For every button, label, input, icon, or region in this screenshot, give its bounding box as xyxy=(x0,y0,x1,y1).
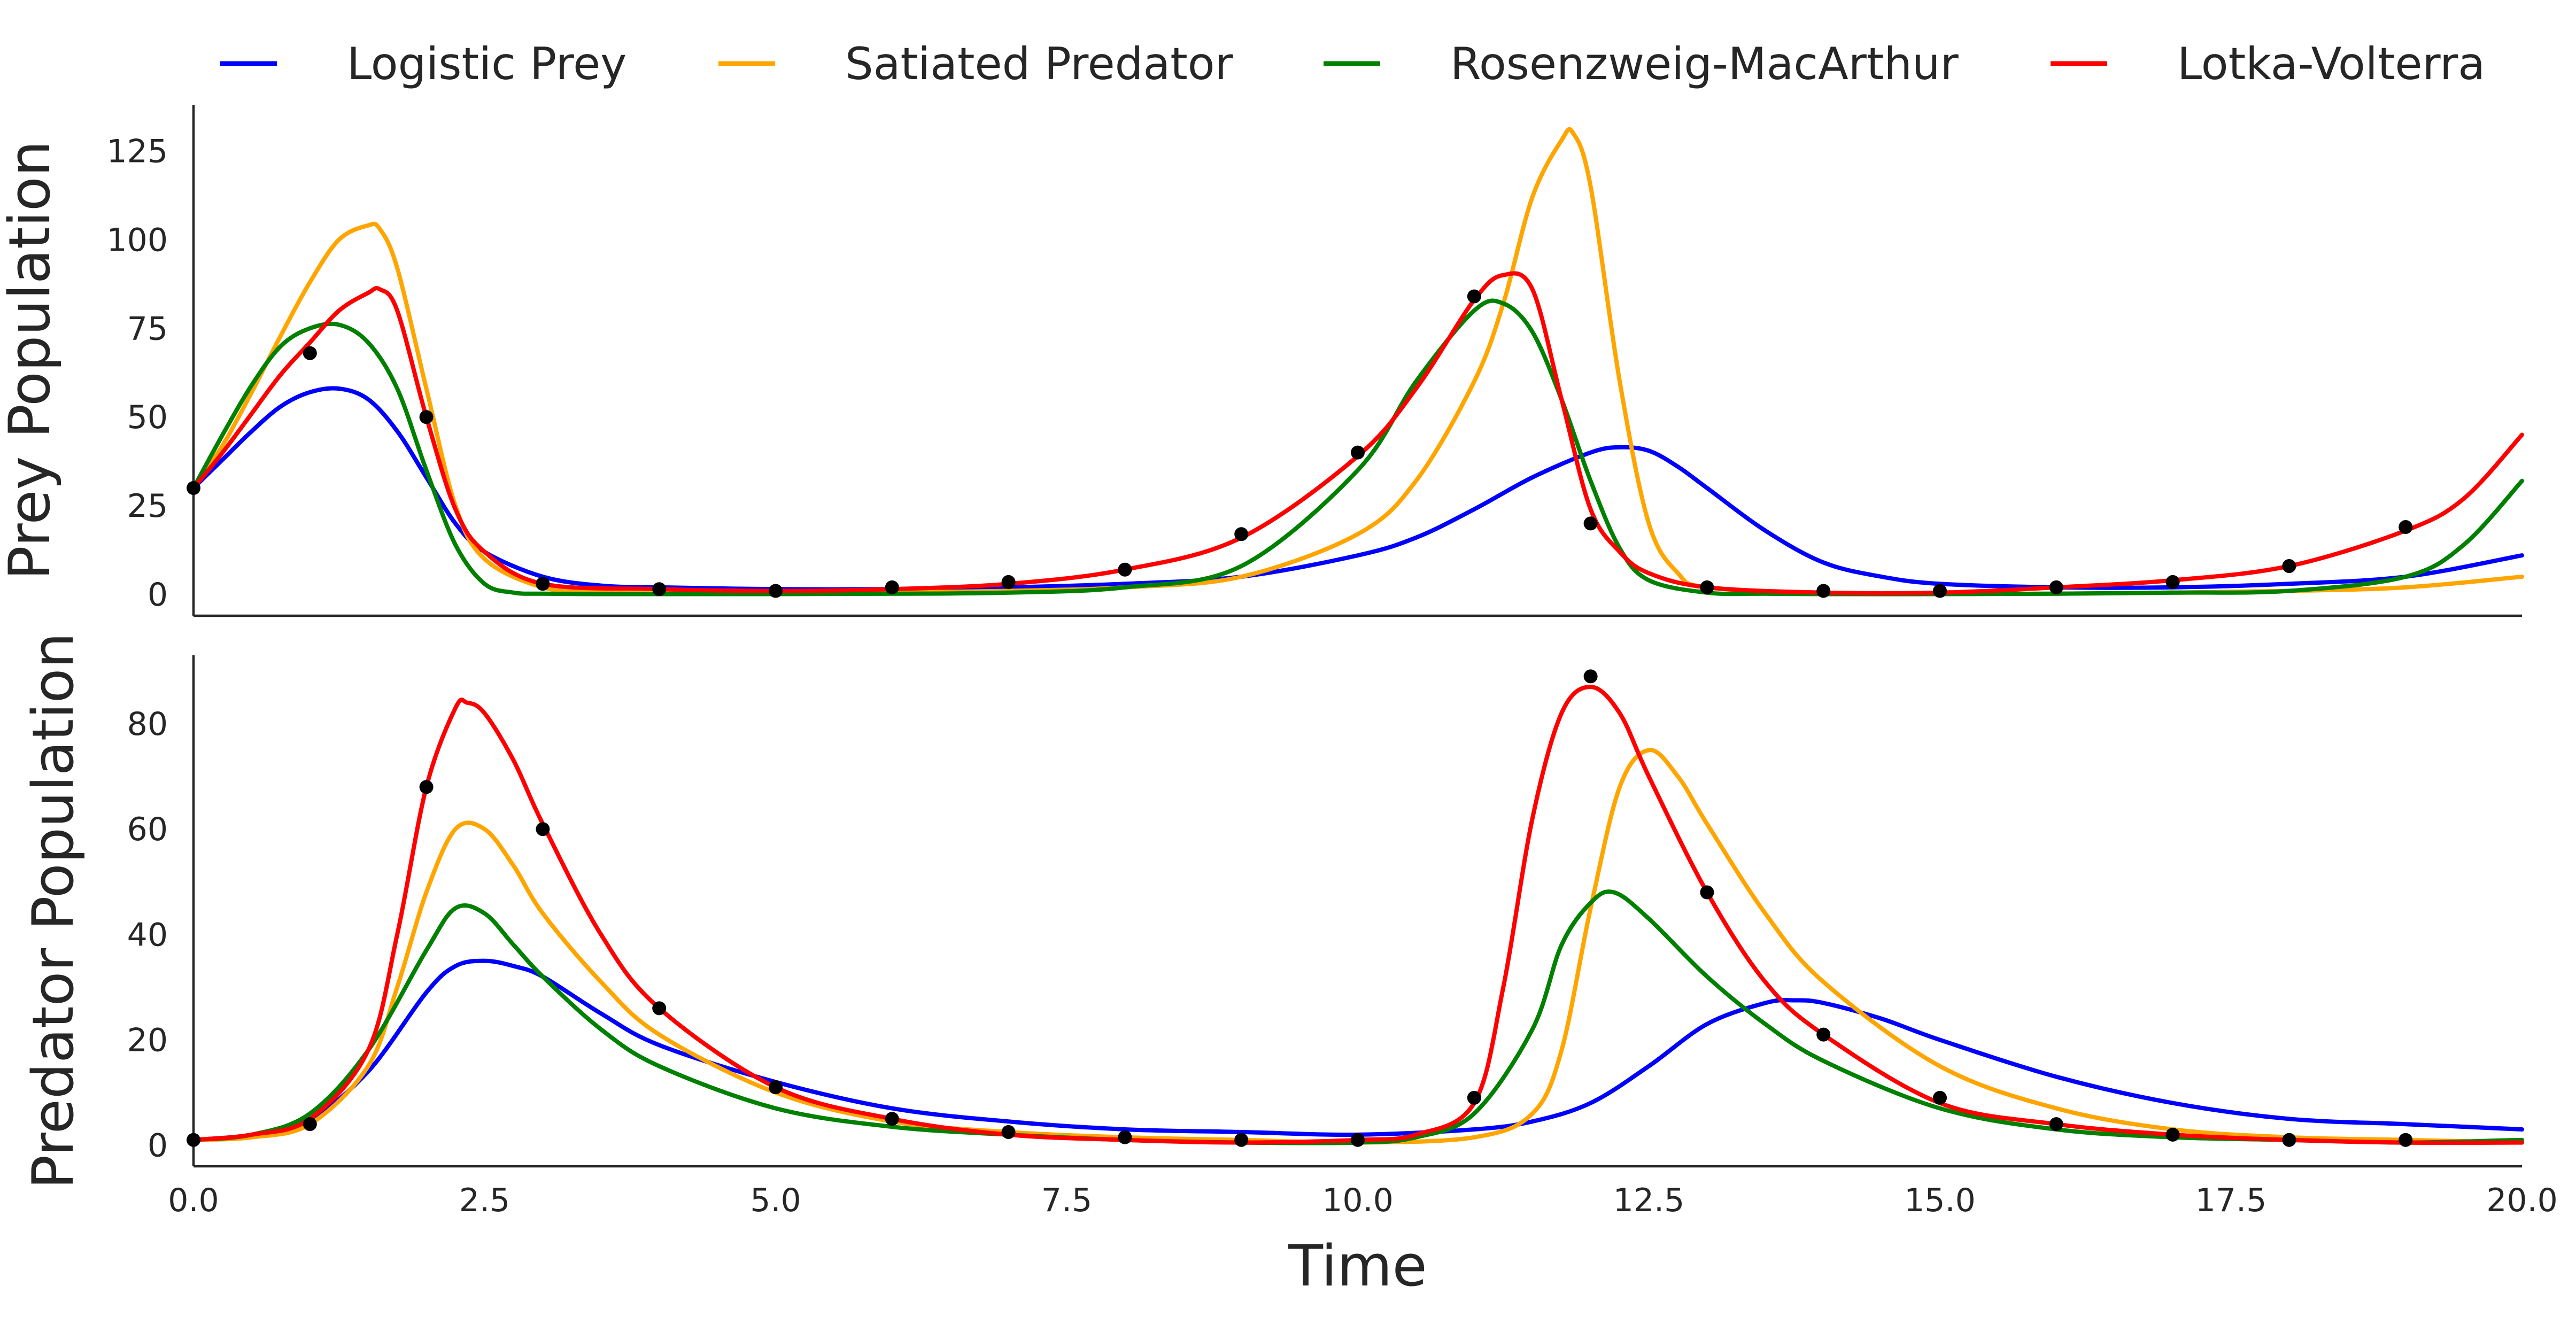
series-line-rosenzweig-macarthur xyxy=(191,298,2524,596)
observation-point xyxy=(885,1112,899,1126)
y-tick-label: 80 xyxy=(127,706,168,743)
observation-point xyxy=(2282,559,2296,574)
x-tick-label: 10.0 xyxy=(1322,1182,1394,1219)
observation-point xyxy=(652,582,667,596)
observation-point xyxy=(303,346,317,360)
observation-point xyxy=(1700,885,1714,900)
observation-point xyxy=(1234,1133,1249,1147)
series-line-logistic-prey xyxy=(191,958,2524,1142)
legend-label-rosenzweig-macarthur: Rosenzweig-MacArthur xyxy=(1450,38,1959,90)
series-line-lotka-volterra xyxy=(191,271,2524,596)
y-axis-label: Predator Population xyxy=(20,632,86,1189)
observation-point xyxy=(536,577,550,591)
observation-point xyxy=(1351,445,1365,460)
observation-point xyxy=(2165,575,2180,589)
observation-point xyxy=(652,1001,667,1016)
y-tick-label: 25 xyxy=(127,487,168,525)
legend-label-satiated-predator: Satiated Predator xyxy=(845,38,1234,90)
observation-point xyxy=(187,1133,200,1147)
observation-point xyxy=(1467,289,1481,304)
observation-point xyxy=(1583,516,1598,531)
observation-point xyxy=(419,410,434,424)
x-tick-label: 7.5 xyxy=(1041,1182,1092,1219)
legend-label-lotka-volterra: Lotka-Volterra xyxy=(2177,38,2485,90)
x-tick-label: 15.0 xyxy=(1904,1182,1976,1219)
y-tick-label: 125 xyxy=(106,133,168,170)
series-line-logistic-prey xyxy=(191,386,2524,592)
x-tick-label: 20.0 xyxy=(2486,1182,2558,1219)
y-tick-label: 0 xyxy=(148,576,168,614)
y-tick-label: 60 xyxy=(127,811,168,848)
y-tick-label: 75 xyxy=(127,310,168,347)
observation-point xyxy=(1118,1130,1132,1144)
y-tick-label: 40 xyxy=(127,916,168,954)
series-line-lotka-volterra xyxy=(191,685,2524,1145)
observation-point xyxy=(1816,584,1831,598)
observation-point xyxy=(187,481,200,495)
series-line-satiated-predator xyxy=(191,127,2524,596)
observation-point xyxy=(1816,1027,1831,1042)
observation-point xyxy=(1467,1090,1481,1105)
observation-point xyxy=(2165,1127,2180,1142)
observation-point xyxy=(419,780,434,794)
observation-point xyxy=(1351,1133,1365,1147)
observation-point xyxy=(2282,1133,2296,1147)
series-line-satiated-predator xyxy=(191,748,2524,1145)
legend-label-logistic-prey: Logistic Prey xyxy=(347,38,626,90)
observation-point xyxy=(536,822,550,836)
series-line-rosenzweig-macarthur xyxy=(191,889,2524,1145)
observation-point xyxy=(1234,527,1249,541)
y-tick-label: 20 xyxy=(127,1021,168,1059)
y-tick-label: 100 xyxy=(106,221,168,259)
prey-panel: 0 25 50 75 100 125 Prey Population xyxy=(0,105,2524,617)
predator-panel: 0 20 40 60 80 0.0 2.5 5.0 7.5 10.0 12.5 15.0 17.5 20.… xyxy=(20,632,2558,1299)
observation-point xyxy=(769,584,783,598)
y-tick-label: 50 xyxy=(127,399,168,436)
y-axis-label: Prey Population xyxy=(0,141,63,580)
observation-point xyxy=(1001,575,1016,589)
observation-point xyxy=(769,1080,783,1095)
observation-point xyxy=(2049,1117,2063,1132)
observation-point xyxy=(1700,580,1714,594)
y-tick-label: 0 xyxy=(148,1127,168,1165)
legend: Logistic Prey Satiated Predator Rosenzweig… xyxy=(220,38,2485,90)
observation-point xyxy=(2399,1133,2413,1147)
observation-point xyxy=(1583,669,1598,684)
observation-point xyxy=(303,1117,317,1132)
x-axis-label: Time xyxy=(1288,1233,1427,1299)
observation-point xyxy=(885,580,899,594)
observation-point xyxy=(1118,562,1132,577)
x-tick-label: 5.0 xyxy=(750,1182,801,1219)
x-tick-label: 2.5 xyxy=(459,1182,510,1219)
x-tick-label: 12.5 xyxy=(1613,1182,1685,1219)
observation-point xyxy=(2399,520,2413,534)
observation-point xyxy=(1001,1125,1016,1139)
observation-point xyxy=(1933,1090,1947,1105)
observation-point xyxy=(2049,580,2063,594)
x-tick-label: 0.0 xyxy=(168,1182,219,1219)
x-tick-label: 17.5 xyxy=(2195,1182,2267,1219)
observation-point xyxy=(1933,584,1947,598)
